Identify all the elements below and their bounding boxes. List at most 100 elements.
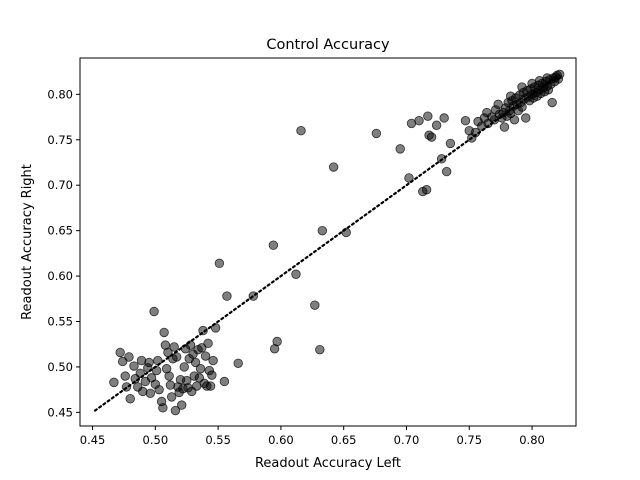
data-point: [268, 240, 279, 250]
x-axis-label: Readout Accuracy Left: [255, 456, 401, 471]
data-point: [179, 362, 189, 372]
data-points: [109, 69, 565, 416]
data-point: [145, 388, 156, 398]
data-point: [272, 336, 282, 347]
data-point: [177, 400, 187, 410]
data-point: [153, 355, 163, 366]
data-point: [296, 125, 306, 136]
data-point: [117, 356, 128, 367]
data-point: [208, 355, 218, 366]
data-point: [431, 120, 442, 130]
data-point: [517, 82, 527, 92]
data-point: [395, 144, 405, 154]
data-point: [445, 138, 456, 149]
data-point: [159, 327, 169, 338]
y-axis-label: Readout Accuracy Right: [20, 164, 35, 320]
plot-frame: [79, 57, 577, 427]
data-point: [506, 91, 516, 101]
data-point: [291, 269, 301, 279]
data-point: [499, 122, 510, 132]
x-tick-label: 0.60: [268, 433, 294, 447]
x-tick-label: 0.80: [519, 433, 545, 447]
data-point: [470, 127, 481, 138]
data-point: [219, 376, 230, 387]
data-point: [125, 394, 135, 404]
data-point: [171, 352, 182, 362]
x-axis-ticks: 0.45 0.50 0.55 0.60 0.65 0.70 0.75 0.80: [80, 426, 545, 447]
data-point: [109, 377, 119, 388]
y-tick-label: 0.55: [47, 315, 73, 329]
data-point: [203, 338, 213, 349]
data-point: [423, 111, 433, 121]
x-tick-label: 0.50: [143, 433, 169, 447]
chart-title: Control Accuracy: [266, 37, 390, 53]
y-tick-label: 0.65: [47, 224, 73, 238]
data-point: [169, 342, 179, 352]
data-point: [439, 113, 449, 123]
data-point: [426, 132, 437, 142]
plot-area: [79, 57, 577, 427]
y-tick-label: 0.60: [47, 269, 73, 283]
data-point: [436, 154, 447, 164]
y-axis-ticks: 0.45 0.50 0.55 0.60 0.65 0.70 0.75 0.80: [47, 87, 80, 419]
data-point: [190, 357, 201, 368]
data-point: [121, 382, 132, 392]
data-point: [197, 343, 207, 353]
y-tick-label: 0.80: [47, 87, 73, 101]
data-point: [554, 69, 565, 80]
data-point: [248, 291, 258, 301]
data-point: [144, 357, 154, 368]
data-point: [214, 258, 225, 269]
data-point: [154, 384, 164, 395]
data-point: [493, 99, 503, 110]
data-point: [129, 361, 139, 371]
data-point: [233, 358, 243, 369]
x-tick-label: 0.45: [80, 433, 106, 447]
x-tick-label: 0.70: [394, 433, 420, 447]
y-tick-label: 0.45: [47, 405, 73, 419]
data-point: [414, 115, 424, 126]
data-point: [205, 381, 216, 391]
data-point: [120, 371, 130, 381]
data-point: [315, 344, 325, 355]
data-point: [460, 115, 471, 126]
data-point: [200, 351, 211, 361]
data-point: [371, 128, 382, 139]
x-tick-label: 0.65: [331, 433, 357, 447]
data-point: [198, 325, 208, 336]
data-point: [166, 392, 177, 402]
data-point: [170, 405, 181, 416]
data-point: [542, 73, 552, 83]
data-point: [164, 371, 174, 381]
data-point: [115, 347, 125, 358]
data-point: [421, 185, 432, 195]
data-point: [521, 113, 531, 123]
data-point: [317, 225, 328, 236]
data-point: [341, 227, 351, 238]
x-tick-label: 0.55: [205, 433, 231, 447]
data-point: [222, 291, 232, 301]
data-point: [151, 365, 162, 376]
data-point: [441, 166, 452, 177]
data-point: [158, 403, 168, 413]
data-point: [310, 300, 320, 310]
y-tick-label: 0.75: [47, 133, 73, 147]
x-tick-label: 0.75: [456, 433, 482, 447]
data-point: [404, 173, 414, 183]
data-point: [124, 352, 134, 362]
data-point: [149, 306, 159, 317]
data-point: [547, 97, 557, 108]
y-tick-label: 0.70: [47, 178, 73, 192]
data-point: [163, 347, 173, 358]
data-point: [517, 102, 527, 112]
data-point: [185, 340, 196, 350]
data-point: [328, 162, 339, 172]
data-point: [509, 115, 520, 125]
data-point: [207, 370, 217, 380]
data-point: [135, 368, 145, 378]
data-point: [210, 323, 221, 333]
data-point: [195, 364, 206, 374]
y-tick-label: 0.50: [47, 360, 73, 374]
